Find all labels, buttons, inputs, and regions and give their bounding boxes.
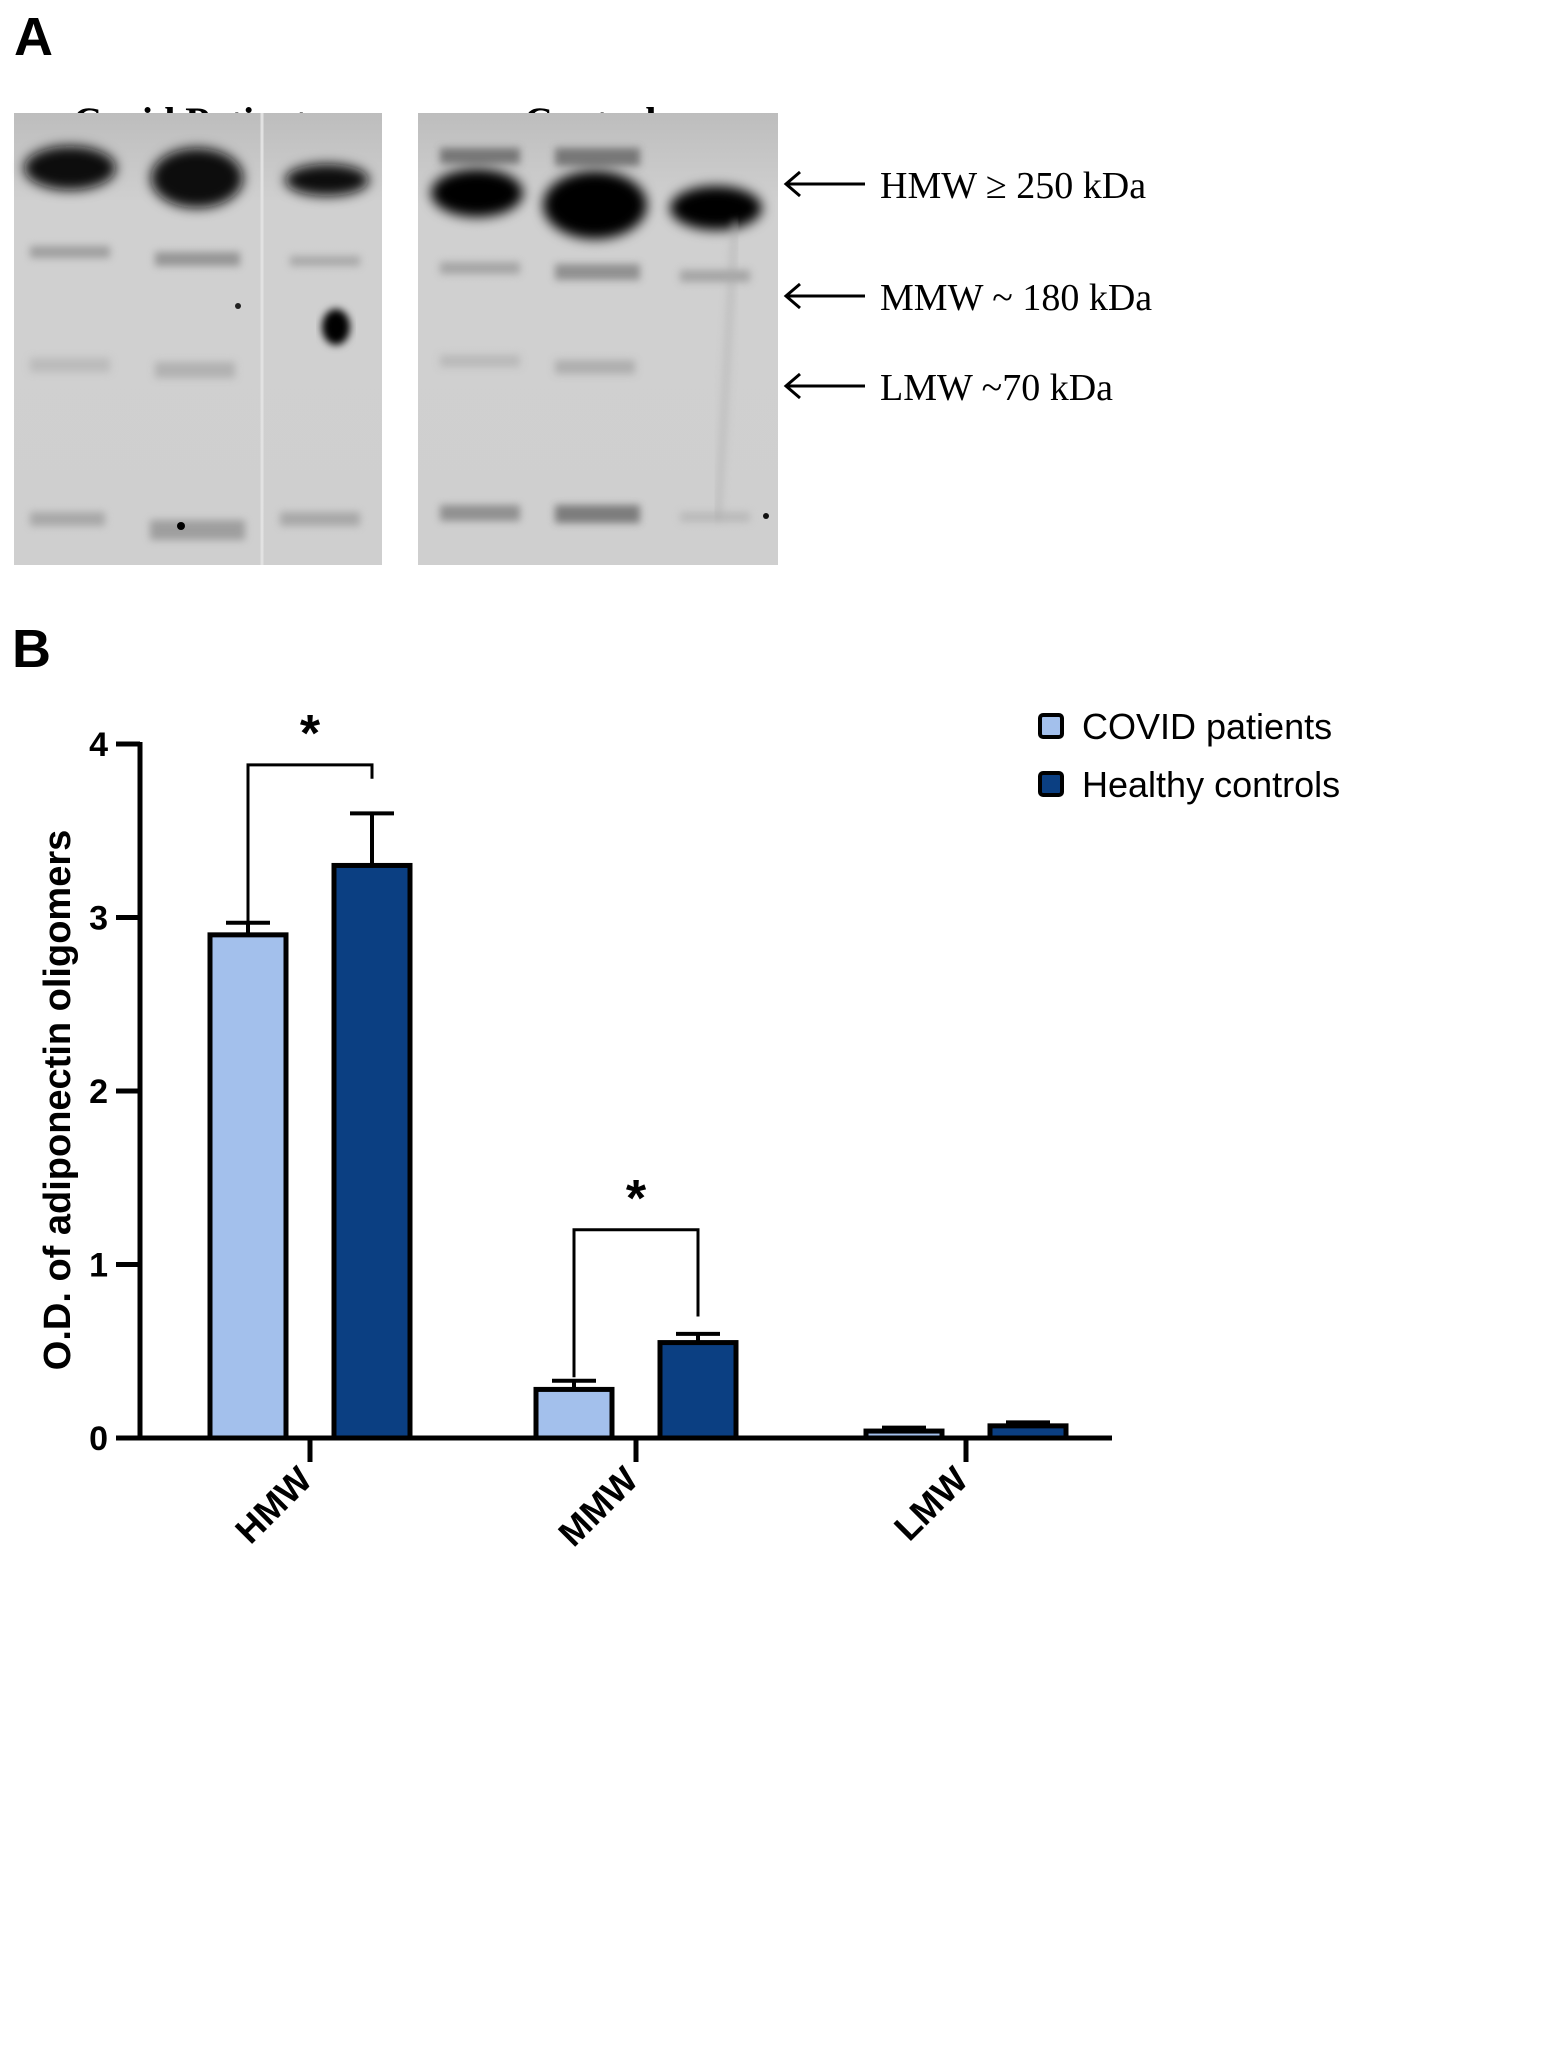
significance-bracket-mmw (572, 1228, 700, 1378)
x-tick-label-lmw: LMW (886, 1459, 976, 1549)
legend-swatch-0 (1038, 713, 1064, 739)
x-tick-label-hmw: HMW (227, 1459, 320, 1552)
panel-a-letter: A (14, 7, 53, 67)
legend-label-1: Healthy controls (1082, 764, 1340, 805)
legend-swatch-1 (1038, 771, 1064, 797)
western-blot-image (14, 113, 865, 565)
marker-label-mmw: MMW ~ 180 kDa (880, 277, 1153, 319)
covid-blot (14, 113, 382, 565)
bar-lmw-1 (987, 1423, 1069, 1441)
marker-arrows (783, 170, 865, 400)
y-axis-label: O.D. of adiponectin oligomers (37, 830, 79, 1370)
y-tick-label-0: 0 (89, 1420, 108, 1458)
significance-bracket-hmw (246, 763, 374, 921)
marker-label-lmw: LMW ~70 kDa (880, 367, 1114, 409)
panel-b-letter: B (12, 619, 51, 679)
bar-mmw-1 (657, 1340, 739, 1441)
controls-blot (418, 113, 778, 565)
y-tick-label-4: 4 (89, 726, 108, 764)
bar-chart: O.D. of adiponectin oligomers 0 1 2 3 4 HMW MM… (37, 705, 1340, 1554)
significance-star-mmw: * (626, 1170, 647, 1228)
plot-area: 0 1 2 3 4 HMW MMW LMW * * (89, 705, 1112, 1554)
legend: COVID patients Healthy controls (1038, 706, 1340, 805)
y-tick-label-3: 3 (89, 900, 108, 938)
marker-label-hmw: HMW ≥ 250 kDa (880, 165, 1147, 207)
x-tick-label-mmw: MMW (550, 1459, 645, 1554)
bar-lmw-0 (863, 1428, 945, 1441)
legend-label-0: COVID patients (1082, 706, 1332, 747)
y-tick-label-1: 1 (89, 1247, 108, 1285)
bar-hmw-1 (331, 862, 413, 1441)
significance-star-hmw: * (300, 705, 321, 763)
bar-hmw-0 (207, 932, 289, 1441)
bar-mmw-0 (533, 1386, 615, 1441)
y-tick-label-2: 2 (89, 1073, 108, 1111)
